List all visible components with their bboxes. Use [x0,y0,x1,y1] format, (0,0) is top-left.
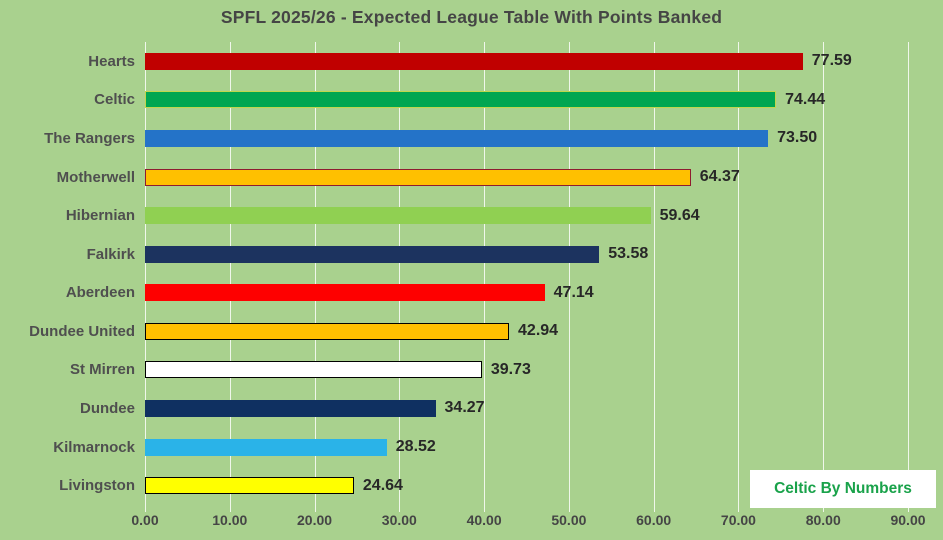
value-label: 73.50 [777,129,818,147]
bar-row: Hearts 77.59 [0,42,943,81]
gridline [823,42,825,512]
value-label: 28.52 [395,438,436,456]
bar-area: 24.64 [145,477,943,495]
value-label: 34.27 [444,399,485,417]
bar-row: The Rangers 73.50 [0,119,943,158]
bar [145,207,651,225]
gridline [738,42,740,512]
category-label: Celtic [94,91,135,109]
gridline [314,42,316,512]
bar-row: Dundee 34.27 [0,389,943,428]
bar [145,52,803,70]
bar-row: Aberdeen 47.14 [0,273,943,312]
gridline [484,42,486,512]
bar-area: 64.37 [145,168,943,186]
bar-row: Motherwell 64.37 [0,158,943,197]
bar [145,322,510,340]
x-tick-label: 70.00 [720,512,756,528]
category-label: Motherwell [56,168,135,186]
x-tick-label: 80.00 [805,512,841,528]
gridline [568,42,570,512]
gridline [653,42,655,512]
watermark-label: Celtic By Numbers [774,480,912,497]
bar [145,284,545,302]
bar-area: 28.52 [145,438,943,456]
value-label: 24.64 [362,476,403,494]
gridline [145,42,146,512]
bar-area: 42.94 [145,322,943,340]
bar-area: 74.44 [145,91,943,109]
bar-row: Kilmarnock 28.52 [0,428,943,467]
value-label: 42.94 [518,322,559,340]
bar [145,361,482,379]
category-label: Falkirk [86,245,135,263]
bar [145,438,387,456]
value-label: 64.37 [699,168,740,186]
category-label: Livingston [59,477,135,495]
category-label: Dundee [79,399,135,417]
value-label: 53.58 [608,245,649,263]
category-label: St Mirren [69,361,135,379]
watermark-box: Celtic By Numbers [750,470,936,508]
x-tick-label: 50.00 [551,512,587,528]
category-label: Dundee United [29,322,135,340]
value-label: 47.14 [553,283,594,301]
gridline [399,42,401,512]
bar-area: 39.73 [145,361,943,379]
bar-area: 53.58 [145,245,943,263]
bar-area: 47.14 [145,284,943,302]
category-label: Hibernian [65,207,135,225]
x-tick-label: 10.00 [212,512,248,528]
x-tick-label: 30.00 [381,512,417,528]
bar-rows: Hearts 77.59 Celtic 74.44 The Rangers 73.50 Mo… [0,42,943,505]
bar-area: 77.59 [145,52,943,70]
bar [145,477,354,495]
category-label: The Rangers [44,129,135,147]
value-label: 59.64 [659,206,700,224]
x-axis: 0.00 10.00 20.00 30.00 40.00 50.00 60.00 70.00 8… [0,512,943,536]
bar-area: 73.50 [145,129,943,147]
value-label: 39.73 [490,360,531,378]
bar [145,168,691,186]
x-tick-label: 40.00 [466,512,502,528]
value-label: 74.44 [785,90,826,108]
x-tick-label: 0.00 [131,512,159,528]
gridline [229,42,231,512]
bar-row: St Mirren 39.73 [0,351,943,390]
bar-area: 59.64 [145,207,943,225]
category-label: Kilmarnock [53,438,135,456]
bar-row: Hibernian 59.64 [0,196,943,235]
bar [145,91,777,109]
chart-title: SPFL 2025/26 - Expected League Table Wit… [220,7,723,27]
bar [145,245,600,263]
category-label: Aberdeen [65,284,135,302]
bar-area: 34.27 [145,399,943,417]
bar [145,129,769,147]
bar-row: Celtic 74.44 [0,81,943,120]
bar-row: Livingston 24.64 [0,466,943,505]
x-tick-label: 60.00 [636,512,672,528]
gridline-layer [145,42,909,512]
bar [145,399,436,417]
gridline [908,42,909,512]
value-label: 77.59 [811,52,852,70]
category-label: Hearts [88,52,135,70]
bar-row: Falkirk 53.58 [0,235,943,274]
x-tick-label: 90.00 [890,512,926,528]
x-tick-label: 20.00 [297,512,333,528]
bar-row: Dundee United 42.94 [0,312,943,351]
